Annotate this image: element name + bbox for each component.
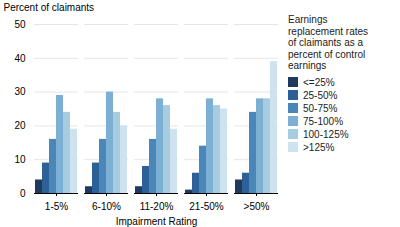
svg-text:Percent of claimants: Percent of claimants	[4, 2, 95, 13]
svg-text:21-50%: 21-50%	[189, 201, 224, 212]
svg-text:10: 10	[14, 154, 26, 165]
svg-text:Impairment Rating: Impairment Rating	[116, 216, 198, 227]
html-text:25-50%: 25-50%	[303, 89, 338, 101]
svg-text:30: 30	[14, 86, 26, 97]
html-text:>125%: >125%	[303, 141, 335, 153]
html-text:Earnings replacement rates of: Earnings replacement rates of claimants …	[288, 14, 368, 71]
svg-text:>50%: >50%	[244, 201, 270, 212]
svg-text:40: 40	[14, 53, 26, 64]
svg-text:20: 20	[14, 120, 26, 131]
svg-text:50: 50	[14, 19, 26, 30]
html-text:75-100%: 75-100%	[303, 115, 343, 127]
svg-text:6-10%: 6-10%	[92, 201, 121, 212]
svg-text:11-20%: 11-20%	[140, 201, 174, 212]
html-text:<=25%: <=25%	[303, 76, 335, 88]
svg-text:0: 0	[20, 188, 26, 199]
html-text:50-75%: 50-75%	[303, 102, 338, 114]
html-text:100-125%: 100-125%	[303, 128, 349, 140]
svg-text:1-5%: 1-5%	[45, 201, 68, 212]
